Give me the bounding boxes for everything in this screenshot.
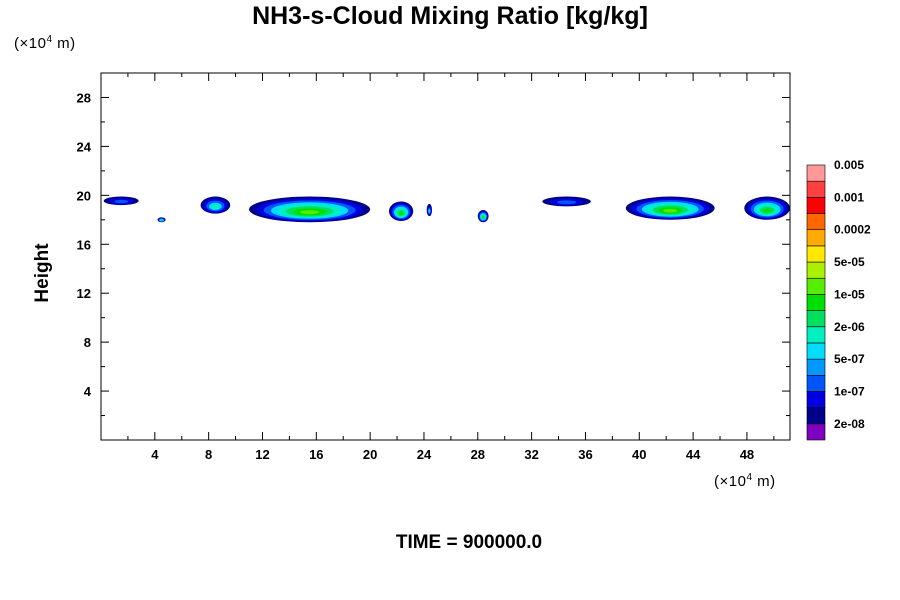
x-tick-label: 16 <box>309 447 323 462</box>
cloud-contour-level <box>160 219 163 222</box>
colorbar-swatch <box>806 358 826 376</box>
colorbar-swatch <box>806 374 826 392</box>
cloud-blob <box>625 196 715 220</box>
cloud-blob <box>542 196 591 207</box>
colorbar-label: 5e-05 <box>834 255 865 269</box>
y-axis-unit: (×104 m) <box>14 34 76 52</box>
x-tick-label: 24 <box>417 447 432 462</box>
cloud-contour-level <box>557 200 577 205</box>
colorbar-swatch <box>806 261 826 279</box>
x-axis-unit: (×104 m) <box>714 472 776 490</box>
colorbar-label: 1e-07 <box>834 384 865 398</box>
cloud-contour-level <box>211 204 220 209</box>
colorbar-label: 0.005 <box>834 158 864 172</box>
colorbar-swatch <box>806 245 826 263</box>
colorbar-swatch <box>806 213 826 231</box>
plot-area <box>101 73 790 440</box>
cloud-blob <box>744 196 790 220</box>
y-tick-label: 28 <box>77 90 91 105</box>
cloud-blob <box>426 203 433 217</box>
colorbar-label: 1e-05 <box>834 287 865 301</box>
y-tick-label: 24 <box>77 139 92 154</box>
x-tick-label: 28 <box>471 447 485 462</box>
x-tick-label: 12 <box>255 447 269 462</box>
cloud-blob <box>249 196 371 223</box>
time-label: TIME = 900000.0 <box>395 532 543 553</box>
x-tick-label: 48 <box>740 447 754 462</box>
colorbar-swatch <box>806 180 826 198</box>
x-tick-label: 20 <box>363 447 377 462</box>
cloud-contour-level <box>663 208 678 213</box>
cloud-contour-level <box>428 209 431 214</box>
colorbar-swatch <box>806 277 826 295</box>
x-tick-label: 4 <box>151 447 159 462</box>
colorbar-swatch <box>806 197 826 214</box>
colorbar-swatch <box>806 164 826 182</box>
cloud-contour-level <box>482 216 485 219</box>
colorbar-label: 0.0002 <box>834 223 871 237</box>
colorbar-swatch <box>806 310 826 328</box>
x-tick-label: 36 <box>578 447 592 462</box>
plot-frame <box>100 72 791 441</box>
x-tick-label: 32 <box>524 447 538 462</box>
colorbar-label: 5e-07 <box>834 352 865 366</box>
colorbar-swatch <box>806 326 826 344</box>
x-tick-label: 44 <box>686 447 701 462</box>
colorbar-swatch <box>806 294 826 311</box>
colorbar-label: 0.001 <box>834 190 864 204</box>
colorbar-swatch <box>806 391 826 408</box>
colorbar-swatch <box>806 229 826 247</box>
cloud-blob <box>200 196 231 214</box>
x-tick-label: 8 <box>205 447 212 462</box>
cloud-contour-level <box>763 208 772 213</box>
cloud-contour-level <box>398 211 404 216</box>
cloud-blob <box>103 196 139 206</box>
x-tick-label: 40 <box>632 447 646 462</box>
cloud-contour-level <box>114 199 129 204</box>
y-tick-label: 16 <box>77 237 91 252</box>
cloud-contour-level <box>300 210 320 215</box>
colorbar-swatch <box>806 407 826 425</box>
y-tick-label: 4 <box>84 384 92 399</box>
colorbar-swatch <box>806 342 826 360</box>
y-tick-label: 12 <box>77 286 91 301</box>
cloud-blob <box>477 210 489 223</box>
colorbar-swatch <box>806 423 826 441</box>
y-tick-label: 20 <box>77 188 91 203</box>
colorbar-label: 2e-06 <box>834 320 865 334</box>
cloud-blob <box>157 217 166 223</box>
cloud-blob <box>388 201 414 222</box>
chart-title: NH3-s-Cloud Mixing Ratio [kg/kg] <box>252 2 648 30</box>
colorbar-label: 2e-08 <box>834 417 865 431</box>
y-tick-label: 8 <box>84 335 91 350</box>
